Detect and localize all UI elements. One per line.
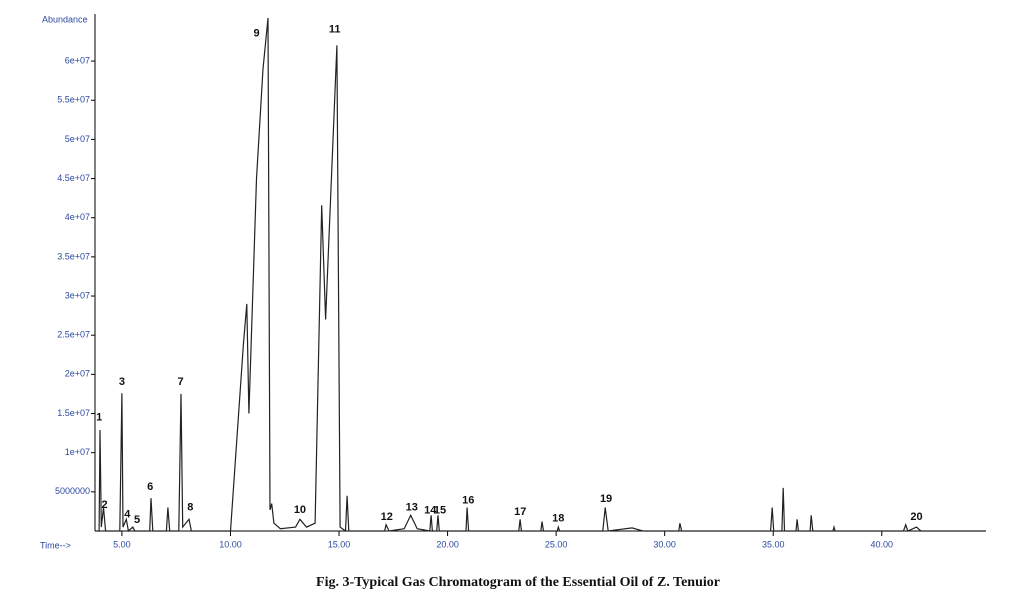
y-tick-label: 5000000: [55, 486, 90, 496]
y-tick-label: 2.5e+07: [57, 330, 90, 340]
peak-label: 8: [187, 501, 193, 513]
peak-label: 20: [910, 511, 922, 523]
x-axis-label: Time-->: [40, 540, 71, 550]
peak-label: 6: [147, 481, 153, 493]
peak-label: 5: [134, 514, 140, 526]
y-tick-label: 3.5e+07: [57, 251, 90, 261]
y-tick-label: 1.5e+07: [57, 408, 90, 418]
peak-label: 7: [177, 376, 183, 388]
y-tick-label: 3e+07: [65, 290, 90, 300]
chromatogram-line: [95, 17, 986, 533]
x-tick-label: 15.00: [328, 539, 351, 549]
peak-label: 13: [406, 501, 418, 513]
peak-label: 18: [552, 512, 564, 524]
y-tick-label: 5e+07: [65, 134, 90, 144]
peak-label: 19: [600, 493, 612, 505]
peak-label: 9: [253, 28, 259, 40]
peak-label: 15: [434, 505, 446, 517]
x-tick-label: 20.00: [436, 539, 459, 549]
peak-label: 2: [101, 499, 107, 511]
y-tick-label: 1e+07: [65, 447, 90, 457]
peak-label: 11: [329, 24, 341, 36]
peak-label: 17: [514, 506, 526, 518]
peak-label: 1: [96, 411, 102, 423]
x-tick-label: 35.00: [762, 539, 785, 549]
y-tick-label: 4e+07: [65, 212, 90, 222]
peak-label: 12: [381, 511, 393, 523]
peak-label: 4: [124, 508, 131, 520]
y-axis-label: Abundance: [42, 14, 88, 24]
x-tick-label: 10.00: [219, 539, 242, 549]
x-tick-label: 5.00: [113, 539, 131, 549]
x-tick-label: 30.00: [653, 539, 676, 549]
y-tick-label: 4.5e+07: [57, 173, 90, 183]
peak-label: 16: [462, 494, 474, 506]
x-tick-label: 40.00: [871, 539, 894, 549]
peak-label: 10: [294, 504, 306, 516]
peak-label: 3: [119, 376, 125, 388]
y-tick-label: 2e+07: [65, 369, 90, 379]
y-tick-label: 6e+07: [65, 55, 90, 65]
x-tick-label: 25.00: [545, 539, 568, 549]
y-tick-label: 5.5e+07: [57, 95, 90, 105]
peak-label: 14: [424, 505, 437, 517]
chart-title: Fig. 3-Typical Gas Chromatogram of the E…: [316, 575, 720, 590]
